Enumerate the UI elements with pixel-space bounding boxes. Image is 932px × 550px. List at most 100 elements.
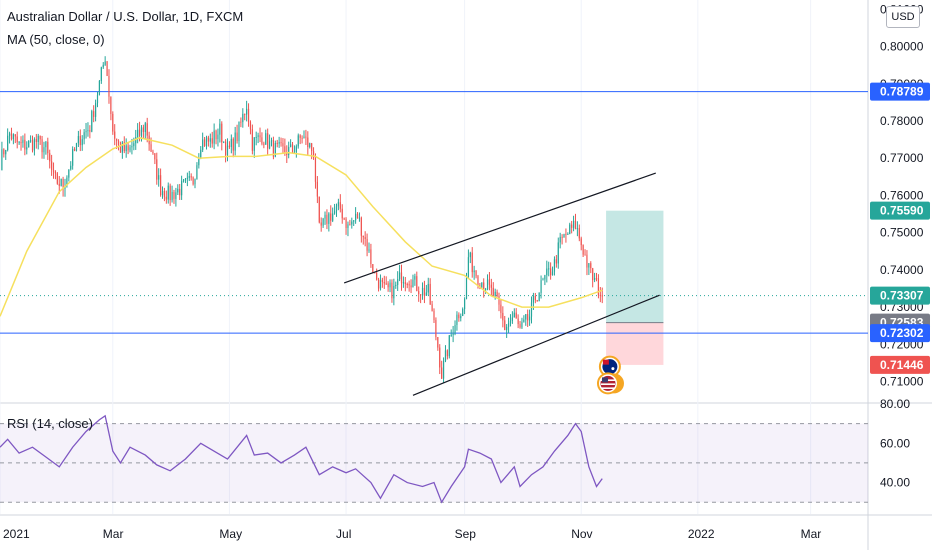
flag-stripe — [600, 387, 615, 389]
candle-down — [555, 259, 557, 264]
time-tick-label: Mar — [801, 527, 822, 541]
candle-down — [376, 272, 378, 280]
candle-up — [85, 130, 87, 133]
candle-up — [540, 280, 542, 293]
candle-down — [52, 169, 55, 172]
candle-up — [158, 175, 160, 180]
candle-down — [93, 111, 95, 117]
channel-trendlines[interactable] — [343, 172, 660, 396]
candle-up — [83, 132, 85, 140]
rsi-tick-label: 60.00 — [880, 436, 910, 450]
target-zone[interactable] — [606, 210, 664, 323]
candle-down — [24, 139, 26, 150]
usa-flag-icon[interactable] — [596, 372, 624, 395]
candle-up — [205, 137, 208, 146]
flag-canton — [602, 359, 609, 365]
candle-up — [230, 138, 232, 147]
candle-down — [471, 252, 473, 273]
candle-up — [194, 178, 196, 185]
rsi-legend[interactable]: RSI (14, close) — [7, 416, 93, 431]
candle-down — [240, 121, 242, 123]
candle-down — [110, 96, 112, 114]
candle-down — [517, 318, 519, 325]
candle-down — [272, 140, 275, 157]
candle-up — [257, 135, 259, 137]
price-axis[interactable]: 0.810000.800000.790000.780000.770000.760… — [870, 2, 930, 490]
candle-down — [492, 287, 494, 297]
price-label-0.72302[interactable]: 0.72302 — [870, 324, 930, 343]
candle-up — [442, 361, 445, 379]
long-position-tool[interactable] — [606, 210, 664, 365]
candle-down — [370, 249, 372, 265]
candle-up — [182, 180, 185, 182]
channel-lower-line[interactable] — [412, 294, 660, 396]
candle-down — [169, 185, 171, 201]
candle-down — [106, 61, 108, 77]
candle-up — [337, 202, 340, 207]
candle-down — [550, 268, 552, 276]
candle-down — [330, 213, 332, 221]
candle-up — [485, 289, 487, 291]
candle-up — [104, 61, 106, 65]
price-label-0.78789[interactable]: 0.78789 — [870, 82, 930, 101]
candle-down — [89, 130, 91, 132]
horizontal-levels[interactable] — [0, 91, 868, 334]
candle-up — [18, 142, 20, 144]
candle-up — [184, 178, 187, 181]
price-tick-label: 0.76000 — [880, 188, 924, 202]
candle-down — [341, 208, 343, 219]
candle-up — [358, 217, 361, 219]
channel-upper-line[interactable] — [343, 172, 656, 284]
time-tick-label: Sep — [455, 527, 477, 541]
candle-up — [238, 121, 240, 142]
price-label-0.71446[interactable]: 0.71446 — [870, 355, 930, 374]
candle-up — [421, 287, 424, 296]
candle-up — [473, 270, 475, 273]
candle-down — [597, 278, 600, 295]
candle-up — [209, 138, 211, 142]
candle-up — [322, 218, 324, 226]
candle-up — [528, 316, 531, 321]
candle-down — [377, 279, 380, 289]
ma-legend[interactable]: MA (50, close, 0) — [7, 32, 105, 47]
price-label-text: 0.72302 — [880, 326, 924, 340]
flag-stripe — [600, 383, 615, 385]
price-label-text: 0.73307 — [880, 289, 924, 303]
price-label-text: 0.71446 — [880, 358, 924, 372]
candle-down — [339, 202, 341, 209]
candle-down — [154, 153, 156, 160]
time-axis[interactable]: 2021 Mar May Jul Sep Nov 2022 Mar — [3, 527, 821, 541]
candle-down — [152, 151, 154, 154]
candle-down — [580, 238, 582, 246]
economic-event-markers[interactable] — [596, 355, 624, 395]
candle-down — [127, 145, 129, 151]
price-label-0.73307[interactable]: 0.73307 — [870, 286, 930, 305]
candle-up — [551, 271, 554, 276]
candle-up — [68, 169, 70, 178]
candle-down — [435, 319, 437, 338]
candle-down — [408, 284, 410, 286]
candle-down — [236, 132, 238, 142]
candle-down — [173, 191, 175, 199]
candle-up — [398, 272, 401, 280]
candle-up — [290, 144, 292, 147]
candle-up — [368, 249, 370, 251]
australia-flag-icon[interactable] — [598, 355, 621, 378]
price-label-0.75590[interactable]: 0.75590 — [870, 201, 930, 220]
candle-down — [280, 142, 282, 144]
candle-up — [60, 178, 62, 186]
candle-down — [165, 196, 167, 200]
candle-up — [26, 147, 28, 150]
price-tick-label: 0.80000 — [880, 40, 924, 54]
candle-up — [572, 220, 575, 228]
candle-up — [202, 139, 204, 150]
candle-up — [525, 314, 527, 320]
moving-average-series — [0, 136, 603, 317]
candle-up — [98, 80, 101, 95]
candle-up — [223, 141, 225, 143]
candle-up — [100, 67, 102, 81]
currency-badge[interactable]: USD — [886, 6, 920, 28]
candle-up — [465, 278, 468, 300]
candle-up — [532, 296, 535, 303]
